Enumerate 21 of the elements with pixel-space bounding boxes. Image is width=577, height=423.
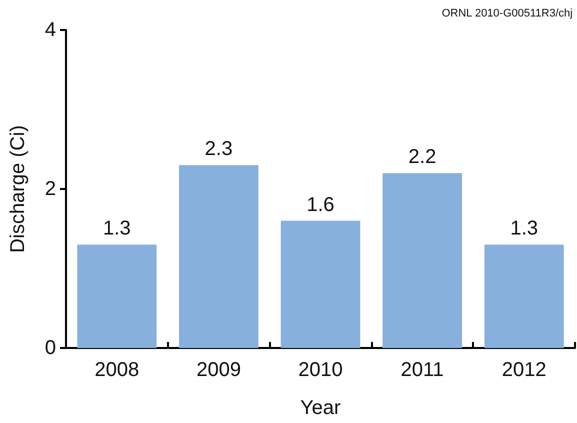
data-label: 1.3 <box>510 218 538 240</box>
x-tick-label: 2010 <box>298 359 343 381</box>
data-label: 2.3 <box>204 138 233 160</box>
x-axis-title: Year <box>300 397 342 419</box>
bar <box>179 165 258 348</box>
x-tick-label: 2009 <box>196 359 241 381</box>
data-label: 1.6 <box>306 194 334 216</box>
y-tick-label: 4 <box>44 19 56 41</box>
bar <box>382 173 462 348</box>
data-label: 1.3 <box>102 218 131 240</box>
x-tick-label: 2012 <box>502 359 546 381</box>
x-tick-label: 2011 <box>400 359 444 381</box>
y-axis-title: Discharge (Ci) <box>7 125 29 253</box>
y-tick-label: 2 <box>44 178 56 200</box>
bar <box>280 220 360 348</box>
text: ORNL 2010-G00511R3/chj <box>442 8 573 20</box>
data-label: 2.2 <box>408 146 436 168</box>
bar <box>484 244 564 348</box>
x-tick-label: 2008 <box>94 359 140 381</box>
y-tick-label: 0 <box>44 337 56 359</box>
bar <box>77 244 157 348</box>
